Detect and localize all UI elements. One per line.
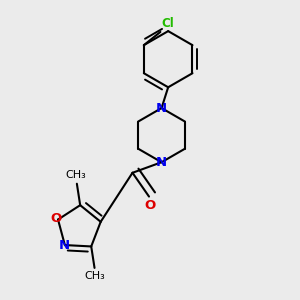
Text: CH₃: CH₃ (66, 170, 87, 180)
Text: N: N (156, 156, 167, 169)
Text: O: O (145, 199, 156, 212)
Text: N: N (156, 102, 167, 115)
Text: Cl: Cl (162, 17, 174, 30)
Text: CH₃: CH₃ (85, 271, 106, 281)
Text: O: O (51, 212, 62, 225)
Text: N: N (58, 238, 70, 252)
